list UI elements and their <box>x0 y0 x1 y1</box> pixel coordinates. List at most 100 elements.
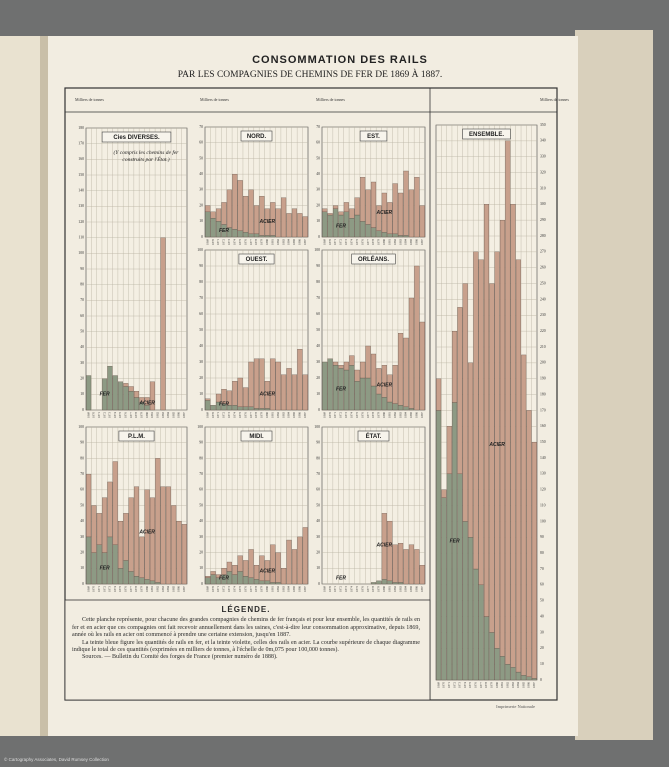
bar-segment <box>392 403 398 411</box>
bar-segment <box>381 513 387 580</box>
y-tick-label: 310 <box>540 186 546 190</box>
bar-segment <box>360 361 366 379</box>
x-tick-label: 1881 <box>270 239 274 246</box>
y-tick-label: 40 <box>199 519 203 523</box>
x-tick-label: 1884 <box>516 682 520 689</box>
x-tick-label: 1872 <box>102 412 106 419</box>
bar-segment <box>322 361 328 411</box>
bar-segment <box>91 552 97 585</box>
x-tick-label: 1875 <box>355 239 359 246</box>
bar-segment <box>155 582 161 585</box>
bar-segment <box>139 536 145 578</box>
bar-segment <box>473 568 479 681</box>
x-tick-label: 1886 <box>298 239 302 246</box>
bar-segment <box>248 577 254 585</box>
bar-segment <box>531 441 537 679</box>
bar-segment <box>398 405 404 411</box>
bar-segment <box>270 582 276 585</box>
bar-segment <box>365 189 371 225</box>
bar-segment <box>264 208 270 236</box>
bar-segment <box>365 345 371 379</box>
bar-segment <box>332 361 339 366</box>
gutter <box>40 36 48 736</box>
bar-segment <box>376 205 382 231</box>
y-tick-label: 0 <box>82 408 84 412</box>
y-tick-label: 20 <box>316 550 320 554</box>
x-tick-label: 1871 <box>216 586 220 593</box>
bar-segment <box>436 410 442 681</box>
bar-segment <box>144 489 150 580</box>
series-label: FER <box>219 575 229 581</box>
bar-segment <box>291 549 298 585</box>
bar-segment <box>155 458 161 583</box>
bar-segment <box>365 224 371 238</box>
x-tick-label: 1885 <box>292 586 296 593</box>
x-tick-label: 1873 <box>458 682 462 689</box>
y-tick-label: 80 <box>316 280 320 284</box>
x-tick-label: 1885 <box>409 412 413 419</box>
bar-segment <box>248 361 254 407</box>
y-tick-label: 30 <box>316 535 320 539</box>
y-tick-label: 10 <box>316 392 320 396</box>
bar-segment <box>221 202 227 225</box>
y-tick-label: 90 <box>316 441 320 445</box>
x-tick-label: 1875 <box>355 586 359 593</box>
bar-segment <box>468 537 474 681</box>
y-tick-label: 350 <box>540 123 546 127</box>
x-tick-label: 1872 <box>339 412 343 419</box>
credit: © Cartography Associates, David Rumsey C… <box>4 756 109 762</box>
x-tick-label: 1873 <box>108 586 112 593</box>
bar-segment <box>128 497 134 572</box>
y-tick-label: 20 <box>540 646 544 650</box>
bar-segment <box>112 375 118 411</box>
y-tick-label: 10 <box>540 662 544 666</box>
x-tick-label: 1870 <box>211 239 215 246</box>
x-tick-label: 1887 <box>420 412 424 419</box>
bar-segment <box>349 365 355 411</box>
bar-segment <box>205 211 211 238</box>
bar-segment <box>297 213 303 238</box>
x-tick-label: 1882 <box>155 586 159 593</box>
bar-segment <box>398 543 404 583</box>
legend-text: Sources. — Bulletin du Comité des forges… <box>82 654 278 661</box>
y-tick-label: 50 <box>199 328 203 332</box>
bar-segment <box>370 353 377 387</box>
bar-segment <box>253 408 260 411</box>
bar-segment <box>210 574 216 585</box>
y-tick-label: 50 <box>316 156 320 160</box>
x-tick-label: 1873 <box>227 239 231 246</box>
bar-segment <box>462 521 468 681</box>
x-tick-label: 1885 <box>171 412 175 419</box>
y-tick-label: 100 <box>540 519 546 523</box>
series-label: FER <box>100 392 110 398</box>
bar-segment <box>215 208 222 222</box>
bar-segment <box>253 233 260 238</box>
bar-segment <box>526 676 532 681</box>
bar-segment <box>139 577 145 585</box>
bar-segment <box>381 397 387 411</box>
x-tick-label: 1882 <box>155 412 159 419</box>
x-tick-label: 1878 <box>134 412 138 419</box>
bar-segment <box>332 205 339 209</box>
bar-segment <box>205 400 211 411</box>
bar-segment <box>133 576 140 585</box>
bar-segment <box>349 208 355 219</box>
y-tick-label: 0 <box>540 678 542 682</box>
legend-text: Cette planche représente, pour chacune d… <box>72 617 420 639</box>
x-tick-label: 1874 <box>233 586 237 593</box>
y-tick-label: 10 <box>316 566 320 570</box>
y-tick-label: 30 <box>316 188 320 192</box>
bar-segment <box>505 140 511 665</box>
x-tick-label: 1887 <box>303 586 307 593</box>
x-tick-label: 1881 <box>150 586 154 593</box>
x-tick-label: 1887 <box>303 239 307 246</box>
y-tick-label: 160 <box>78 157 84 161</box>
bar-segment <box>248 189 254 235</box>
x-tick-label: 1870 <box>442 682 446 689</box>
x-tick-label: 1881 <box>150 412 154 419</box>
y-tick-label: 20 <box>316 203 320 207</box>
bar-segment <box>123 513 129 561</box>
bar-segment <box>376 230 382 238</box>
x-tick-label: 1876 <box>360 239 364 246</box>
